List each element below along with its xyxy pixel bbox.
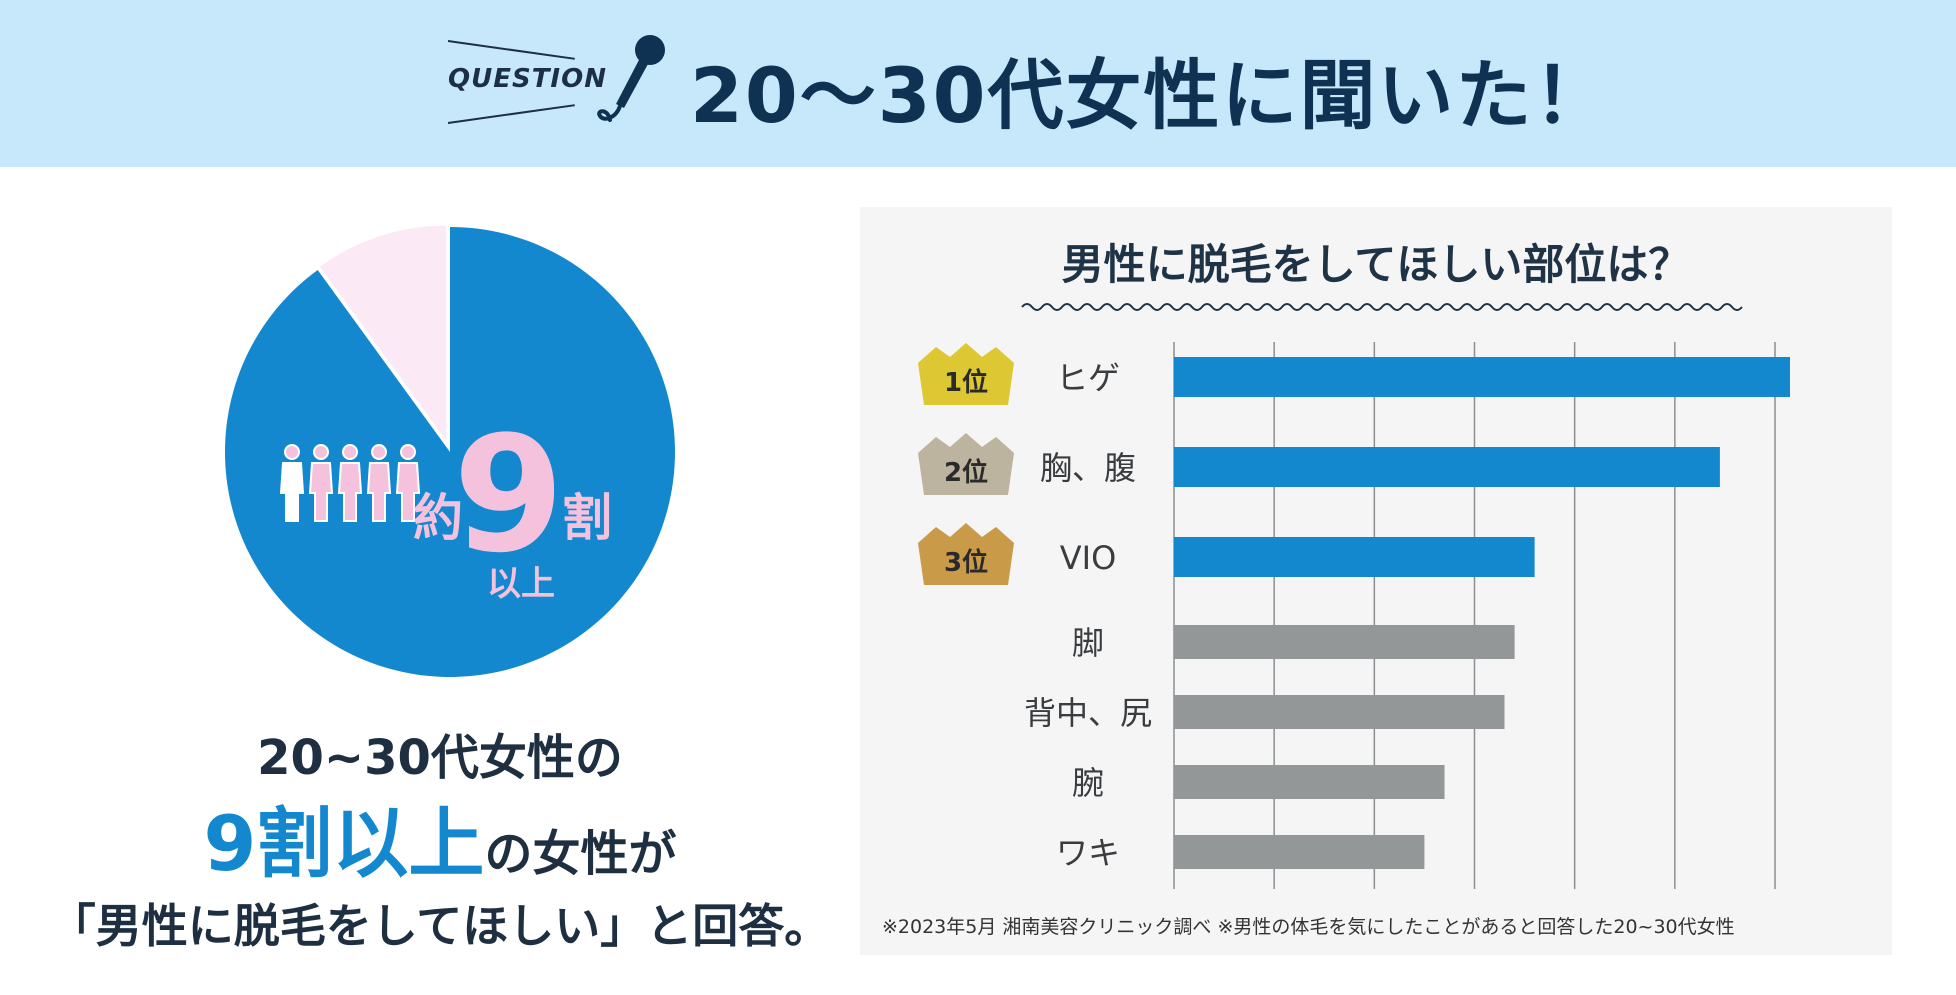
caption-highlight: 9割以上 [203, 799, 485, 888]
ranking-chart-panel: 男性に脱毛をしてほしい部位は？ ヒゲ 1位胸、腹 2位 VIO 3位脚背中、尻腕ワキ ※20… [860, 207, 1892, 955]
bar [1174, 447, 1720, 487]
category-label: 背中、尻 [1024, 694, 1152, 732]
pie-label-sub: 以上 [487, 564, 555, 604]
question-label-line-bottom [447, 104, 575, 124]
person-figure [308, 444, 334, 522]
chart-footnote: ※2023年5月 湘南美容クリニック調べ ※男性の体毛を気にしたことがあると回答… [882, 916, 1735, 938]
rank-crown-icon: 1位 [918, 343, 1014, 405]
rank-label: 2位 [944, 457, 988, 488]
rank-crown-icon: 2位 [918, 433, 1014, 495]
person-figure [366, 444, 392, 522]
person-figure [395, 444, 421, 522]
rank-label: 1位 [944, 367, 988, 398]
pie-slice-yes [224, 227, 675, 677]
chart-title: 男性に脱毛をしてほしい部位は？ [1062, 240, 1691, 289]
category-label: 脚 [1072, 624, 1104, 662]
question-banner: QUESTION 20～30代女性に聞いた！ [0, 0, 1956, 167]
category-label: ワキ [1056, 834, 1120, 872]
pie-slice-rest [319, 225, 447, 441]
category-label: ヒゲ [1056, 359, 1120, 397]
category-label: 胸、腹 [1040, 449, 1136, 487]
bar [1174, 625, 1515, 659]
category-label: 腕 [1072, 764, 1104, 802]
banner-title: 20～30代女性に聞いた！ [690, 51, 1612, 140]
bar [1174, 357, 1790, 397]
pie-label-prefix: 約 [413, 489, 463, 547]
category-label: VIO [1060, 539, 1117, 577]
caption-line-2-rest: の女性が [484, 826, 677, 882]
bar [1174, 537, 1535, 577]
caption-line-1: 20~30代女性の [257, 730, 623, 786]
people-icon [279, 444, 421, 522]
caption-line-3: 「男性に脱毛をしてほしい」と回答。 [49, 899, 831, 953]
caption-line-2: 9割以上の女性が [40, 782, 840, 892]
rank-label: 3位 [944, 547, 988, 578]
person-figure [279, 444, 305, 522]
pie-label-suffix: 割 [562, 489, 612, 547]
title-wavy-underline [1021, 303, 1743, 311]
rank-crown-icon: 3位 [918, 523, 1014, 585]
question-label-line-top [447, 40, 575, 60]
pie-label-number: 9 [453, 401, 564, 588]
bar [1174, 695, 1505, 729]
bar [1174, 765, 1445, 799]
question-label: QUESTION [448, 64, 607, 94]
person-figure [337, 444, 363, 522]
microphone-icon [597, 35, 665, 122]
bar [1174, 835, 1425, 869]
